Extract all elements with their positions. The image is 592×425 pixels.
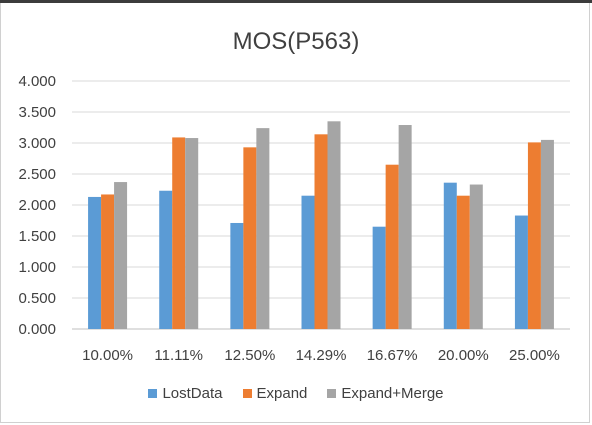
bar-lostdata [159,190,173,329]
bar-expand-merge [185,138,199,329]
bar-expand-merge [114,182,128,329]
x-tick-label: 12.50% [224,347,275,364]
bar-expand [101,194,115,329]
x-tick-label: 14.29% [296,347,347,364]
bar-lostdata [230,222,244,329]
legend-item: Expand+Merge [327,385,444,402]
legend-label: Expand [256,385,308,402]
y-tick-label: 0.000 [18,321,56,338]
chart-title: MOS(P563) [232,28,360,55]
chart-legend: LostData Expand Expand+Merge [0,385,592,402]
legend-label: LostData [162,385,223,402]
bar-expand [456,195,470,329]
bar-expand [243,147,257,329]
bar-lostdata [443,182,457,329]
y-tick-label: 1.500 [18,228,56,245]
legend-swatch [148,389,158,398]
bar-lostdata [88,196,102,329]
y-tick-label: 3.000 [18,135,56,152]
window-top-border [0,0,592,3]
bar-expand [314,134,328,329]
y-tick-label: 1.000 [18,259,56,276]
bar-expand [172,137,186,329]
bar-expand [527,142,541,329]
x-tick-label: 25.00% [509,347,560,364]
x-tick-label: 10.00% [82,347,133,364]
bar-expand-merge [540,139,554,329]
x-tick-label: 11.11% [154,347,203,364]
y-tick-label: 2.500 [18,166,56,183]
bar-expand-merge [327,121,341,329]
y-tick-label: 0.500 [18,290,56,307]
legend-item: Expand [242,385,308,402]
bar-lostdata [301,195,315,329]
legend-swatch [242,389,252,398]
y-tick-label: 3.500 [18,104,56,121]
bar-expand-merge [256,128,270,329]
x-tick-label: 20.00% [438,347,489,364]
bar-lostdata [372,226,386,329]
bar-expand-merge [398,125,412,330]
legend-swatch [327,389,337,398]
x-tick-label: 16.67% [367,347,418,364]
y-tick-label: 4.000 [18,73,56,90]
y-tick-label: 2.000 [18,197,56,214]
bar-expand-merge [469,184,483,329]
legend-label: Expand+Merge [341,385,444,402]
legend-item: LostData [148,385,223,402]
bar-lostdata [514,215,528,329]
bar-expand [385,164,399,329]
